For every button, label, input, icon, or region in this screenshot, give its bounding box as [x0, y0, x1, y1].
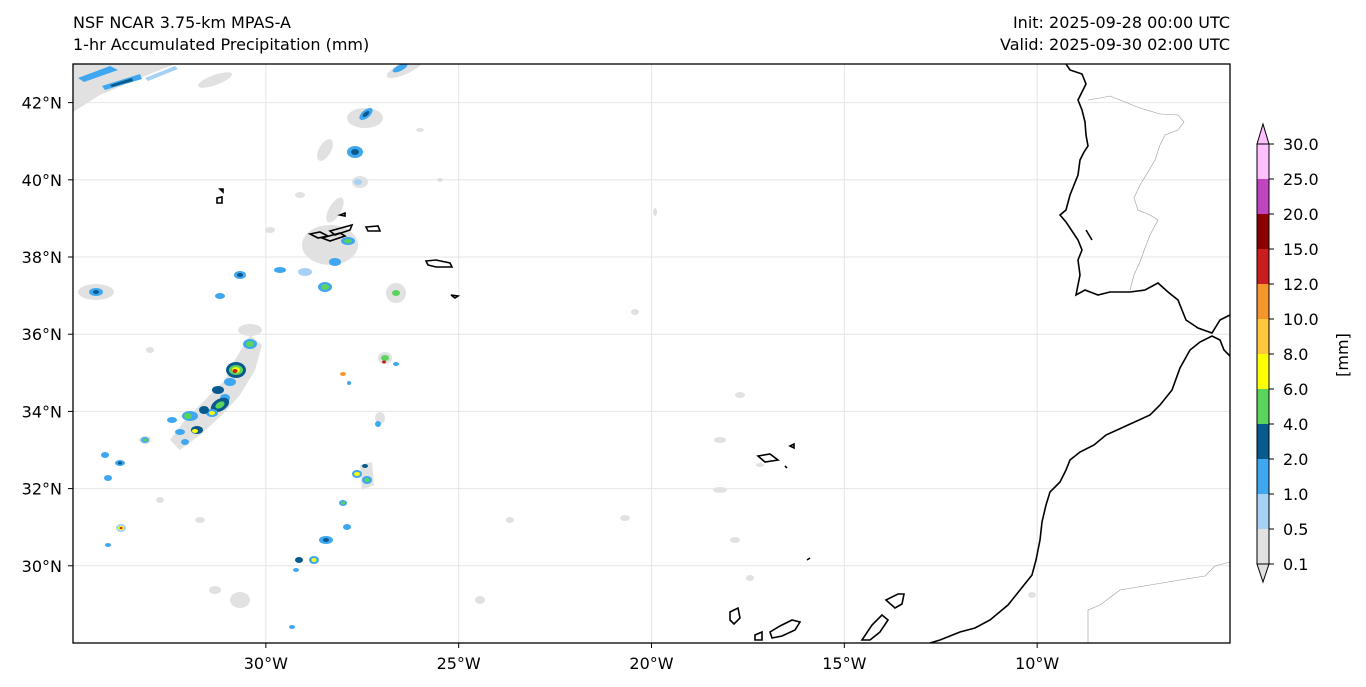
- lon-tick-label: 20°W: [629, 654, 673, 673]
- lat-tick-label: 32°N: [22, 480, 62, 499]
- colorbar-unit-label: [mm]: [1333, 333, 1352, 377]
- colorbar-level-label: 6.0: [1283, 380, 1308, 399]
- longitude-ticks: 30°W 25°W 20°W 15°W 10°W: [244, 643, 1059, 673]
- colorbar-level-label: 0.1: [1283, 555, 1308, 574]
- lat-tick-label: 42°N: [22, 94, 62, 113]
- colorbar-level-label: 15.0: [1283, 240, 1319, 259]
- title-left: NSF NCAR 3.75-km MPAS-A 1-hr Accumulated…: [73, 12, 369, 56]
- colorbar-segment: [1257, 389, 1269, 424]
- colorbar-level-label: 25.0: [1283, 170, 1319, 189]
- colorbar-segment: [1257, 459, 1269, 494]
- colorbar-level-label: 30.0: [1283, 135, 1319, 154]
- colorbar: 0.1 0.5 1.0 2.0 4.0 6.0 8.0 10.0 12.0 15.0 20.0 25.…: [1256, 122, 1319, 584]
- colorbar-level-label: 20.0: [1283, 205, 1319, 224]
- colorbar-level-label: 0.5: [1283, 520, 1308, 539]
- precip-area: [110, 78, 133, 87]
- title-right: Init: 2025-09-28 00:00 UTC Valid: 2025-0…: [1000, 12, 1230, 56]
- colorbar-level-label: 10.0: [1283, 310, 1319, 329]
- model-title: NSF NCAR 3.75-km MPAS-A: [73, 13, 291, 32]
- colorbar-segment: [1257, 179, 1269, 214]
- colorbar-segment: [1257, 424, 1269, 459]
- coastline-iberia: [1058, 64, 1230, 334]
- lat-tick-label: 34°N: [22, 402, 62, 421]
- lat-tick-label: 30°N: [22, 557, 62, 576]
- colorbar-segment: [1257, 214, 1269, 249]
- colorbar-level-label: 1.0: [1283, 485, 1308, 504]
- precipitation-field: [73, 64, 1036, 629]
- coastline-africa: [929, 335, 1230, 643]
- lat-tick-label: 36°N: [22, 325, 62, 344]
- gridlines: [73, 64, 1230, 643]
- colorbar-level-label: 8.0: [1283, 345, 1308, 364]
- colorbar-segment: [1257, 529, 1269, 564]
- colorbar-segment: [1257, 319, 1269, 354]
- lon-tick-label: 15°W: [822, 654, 866, 673]
- colorbar-segment: [1257, 249, 1269, 284]
- valid-time: Valid: 2025-09-30 02:00 UTC: [999, 35, 1230, 54]
- lon-tick-label: 10°W: [1015, 654, 1059, 673]
- init-time: Init: 2025-09-28 00:00 UTC: [1012, 13, 1230, 32]
- lon-tick-label: 25°W: [437, 654, 481, 673]
- colorbar-level-label: 2.0: [1283, 450, 1308, 469]
- lat-tick-label: 40°N: [22, 171, 62, 190]
- colorbar-segment: [1257, 284, 1269, 319]
- colorbar-level-label: 4.0: [1283, 415, 1308, 434]
- coastlines: [216, 64, 1230, 643]
- colorbar-extend-min: [1256, 563, 1270, 584]
- colorbar-segment: [1257, 494, 1269, 529]
- lat-tick-label: 38°N: [22, 248, 62, 267]
- colorbar-segment: [1257, 354, 1269, 389]
- country-borders: [1087, 95, 1230, 643]
- colorbar-level-label: 12.0: [1283, 275, 1319, 294]
- precip-area: [78, 66, 118, 82]
- latitude-ticks: 42°N 40°N 38°N 36°N 34°N 32°N 30°N: [22, 94, 73, 576]
- field-title: 1-hr Accumulated Precipitation (mm): [73, 35, 370, 54]
- colorbar-segment: [1257, 144, 1269, 179]
- precip-area: [145, 66, 178, 81]
- lon-tick-label: 30°W: [244, 654, 288, 673]
- colorbar-extend-max: [1256, 122, 1270, 145]
